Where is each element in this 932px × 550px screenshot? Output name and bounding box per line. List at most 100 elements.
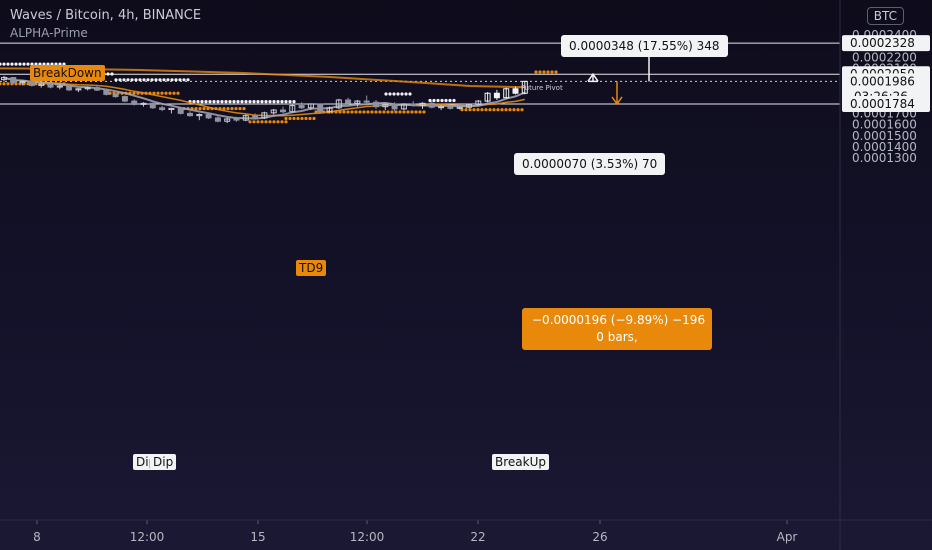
pivot-dot <box>242 106 246 111</box>
pivot-dot <box>534 70 538 74</box>
candle-body <box>289 105 296 113</box>
pivot-dot <box>392 92 396 96</box>
x-tick-label: 12:00 <box>130 530 165 544</box>
pivot-dot <box>398 110 402 114</box>
candle-body <box>354 100 361 104</box>
candle-body <box>400 103 407 110</box>
pivot-dot <box>154 78 158 82</box>
pivot-dot <box>288 100 292 104</box>
breakup-label: BreakUp <box>492 454 549 470</box>
candle-body <box>326 107 333 113</box>
pivot-dot <box>224 100 228 104</box>
candle-body <box>521 80 528 94</box>
pivot-dot <box>256 120 260 124</box>
pivot-dot <box>162 78 166 82</box>
candle-body <box>484 92 491 102</box>
candle-body <box>419 102 426 107</box>
x-tick-label: 15 <box>250 530 265 544</box>
pivot-dot <box>172 91 176 95</box>
candle-body <box>28 80 35 86</box>
price-marker-label: 0.0002328 <box>850 36 915 50</box>
pivot-dot <box>488 108 492 112</box>
candle-body <box>84 87 91 90</box>
candle-body <box>75 88 82 91</box>
pivot-dot <box>46 62 50 66</box>
candle-body <box>410 103 417 107</box>
pivot-dot <box>2 82 6 86</box>
pivot-dot <box>402 110 406 114</box>
pivot-dot <box>208 100 212 104</box>
dip-label-2: Dip <box>150 454 177 470</box>
pivot-dot <box>512 108 516 112</box>
symbol-title[interactable]: Waves / Bitcoin, 4h, BINANCE <box>10 8 202 23</box>
pivot-dot <box>248 120 252 124</box>
pivot-dot <box>0 82 2 86</box>
price-marker-bg <box>842 35 930 52</box>
candle-body <box>345 99 352 104</box>
candle-body <box>38 83 45 86</box>
pivot-dot <box>406 110 410 114</box>
pivot-dot <box>472 108 476 112</box>
pivot-dot <box>30 62 34 66</box>
pivot-dot <box>276 100 280 104</box>
pivot-dot <box>272 120 276 124</box>
pivot-dot <box>26 82 30 86</box>
x-tick-label: Apr <box>777 530 798 544</box>
indicator-name[interactable]: ALPHA-Prime <box>10 26 88 40</box>
candle-body <box>270 109 277 114</box>
pivot-dot <box>50 62 54 66</box>
pivot-dot <box>212 100 216 104</box>
pivot-dot <box>252 120 256 124</box>
candle-body <box>335 99 342 109</box>
candle-body <box>66 85 73 91</box>
pivot-dot <box>538 70 542 74</box>
pivot-dot <box>14 62 18 66</box>
pivot-dot <box>284 100 288 104</box>
pivot-dot <box>146 78 150 82</box>
pivot-dot <box>436 98 440 103</box>
y-tick-label: 0.0001500 <box>852 129 917 143</box>
pivot-dot <box>396 92 400 96</box>
pivot-dot <box>492 108 496 112</box>
pivot-dot <box>174 78 178 82</box>
pivot-dot <box>358 110 362 114</box>
pivot-dot <box>158 78 162 82</box>
pivot-dot <box>62 62 66 66</box>
candle-body <box>168 107 175 110</box>
pivot-dot <box>378 110 382 114</box>
pivot-dot <box>216 100 220 104</box>
pivot-dot <box>338 110 342 114</box>
pivot-dot <box>284 116 288 121</box>
y-tick-label: 0.0002200 <box>852 50 917 64</box>
pivot-dot <box>182 78 186 82</box>
loss-measure-bars: 0 bars, <box>596 330 638 344</box>
pivot-dot <box>34 62 38 66</box>
pivot-dot <box>122 78 126 82</box>
pivot-dot <box>460 108 464 112</box>
pivot-dot <box>374 110 378 114</box>
currency-badge[interactable]: BTC <box>866 7 904 25</box>
candle-body <box>196 114 203 117</box>
pivot-dot <box>168 91 172 95</box>
pivot-dot <box>264 100 268 104</box>
candle-body <box>140 102 147 105</box>
pivot-dot <box>476 108 480 112</box>
x-tick-label: 22 <box>470 530 485 544</box>
candle-body <box>373 101 379 108</box>
pivot-dot <box>114 78 118 82</box>
candle-body <box>47 83 54 88</box>
pivot-dot <box>226 106 230 111</box>
pivot-dot <box>428 98 432 103</box>
candle-body <box>280 109 286 113</box>
pivot-dot <box>410 110 414 114</box>
pivot-dot <box>546 70 550 74</box>
pivot-dot <box>508 108 512 112</box>
pivot-dot <box>54 62 58 66</box>
pivot-dot <box>58 62 62 66</box>
pivot-dot <box>236 100 240 104</box>
pivot-dot <box>192 100 196 104</box>
pivot-dot <box>268 100 272 104</box>
pivot-dot <box>280 120 284 124</box>
